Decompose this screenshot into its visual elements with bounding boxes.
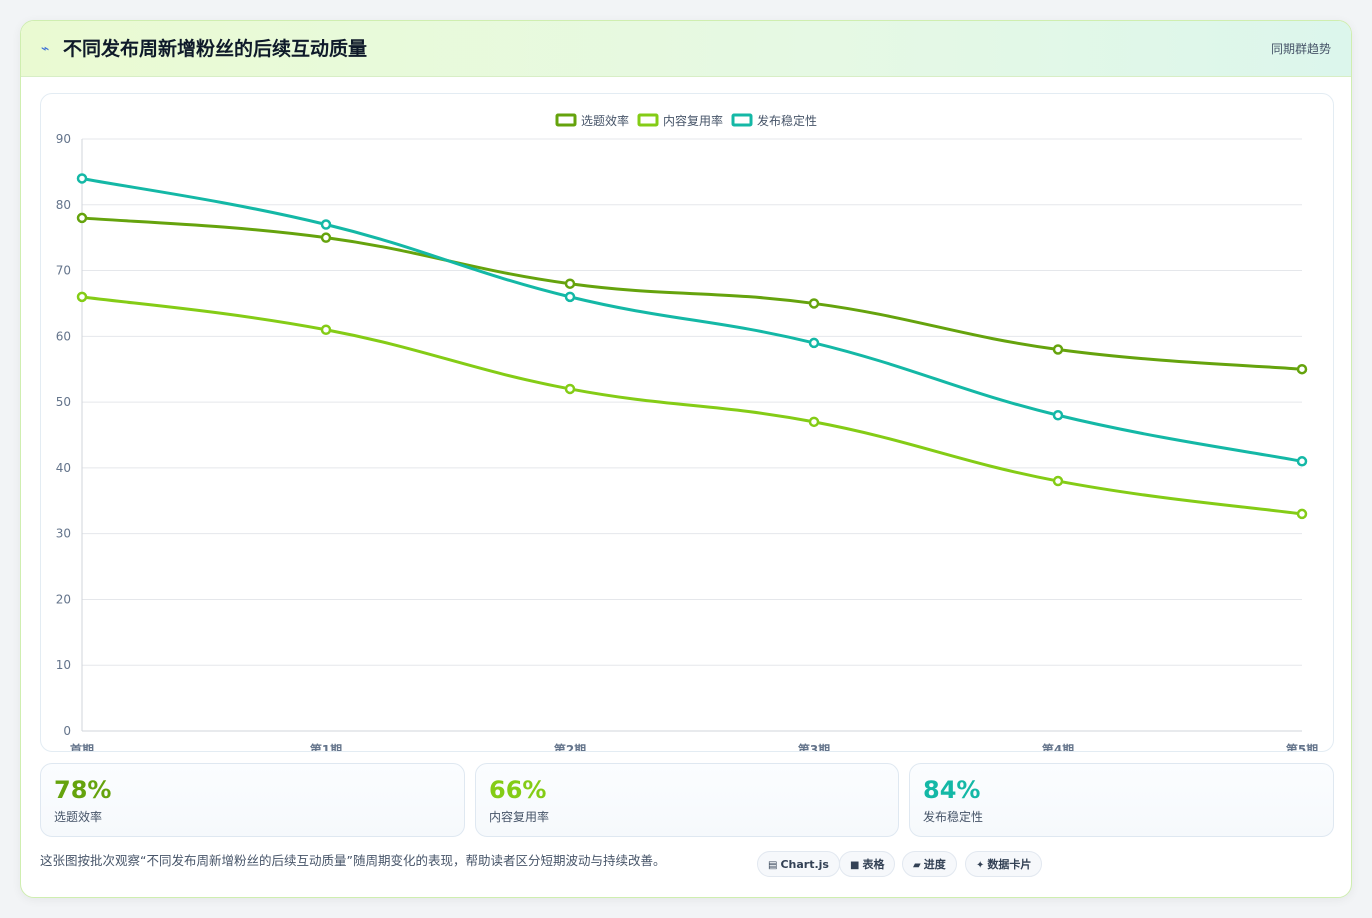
legend-swatch — [637, 113, 659, 127]
legend-label: 选题效率 — [581, 113, 629, 128]
y-tick-label: 10 — [56, 658, 71, 672]
series-line-2 — [80, 295, 1304, 516]
chart-panel: 0 10 20 30 40 50 60 70 80 90 首期 第1期 第2期 第3期 第4期 第5期 选题效率… — [40, 93, 1334, 752]
x-tick-label: 第1期 — [310, 742, 342, 751]
y-tick-label: 20 — [56, 592, 71, 606]
y-tick-label: 60 — [56, 329, 71, 343]
tag-label: Chart.js — [780, 858, 829, 871]
data-point — [1296, 508, 1308, 520]
y-tick-label: 40 — [56, 461, 71, 475]
stat-card-3: 84% 发布稳定性 — [909, 763, 1334, 837]
series-line-1 — [80, 216, 1304, 371]
legend-label: 内容复用率 — [663, 113, 723, 128]
data-point — [564, 291, 576, 303]
stat-label: 选题效率 — [54, 810, 103, 824]
x-tick-label: 第4期 — [1042, 742, 1074, 751]
tag-label: 进度 — [923, 858, 946, 871]
data-point — [808, 298, 820, 309]
data-point — [808, 337, 820, 349]
tag-table[interactable]: ■ 表格 — [839, 851, 896, 877]
stat-label: 发布稳定性 — [923, 810, 984, 824]
y-tick-label: 0 — [63, 724, 71, 738]
tag-data-card[interactable]: ✦ 数据卡片 — [965, 851, 1043, 877]
card-header: ⌁ 不同发布周新增粉丝的后续互动质量 同期群趋势 — [21, 21, 1351, 77]
data-point — [320, 232, 332, 243]
footnote: 这张图按批次观察“不同发布周新增粉丝的后续互动质量”随周期变化的表现，帮助读者区… — [40, 853, 666, 868]
tag-progress[interactable]: ▰ 进度 — [902, 851, 957, 877]
progress-icon: ▰ — [913, 860, 921, 871]
data-point — [1052, 344, 1064, 355]
y-tick-label: 50 — [56, 395, 71, 409]
legend-swatch — [731, 113, 753, 127]
data-point — [808, 416, 820, 428]
y-tick-label: 30 — [56, 527, 71, 541]
stat-card-2: 66% 内容复用率 — [475, 763, 899, 837]
data-point — [564, 278, 576, 289]
stat-value: 66% — [489, 776, 547, 804]
data-point — [76, 291, 88, 303]
tag-label: 表格 — [862, 858, 885, 871]
legend-label: 发布稳定性 — [757, 113, 817, 128]
chart-icon: ▤ — [768, 860, 778, 871]
stat-value: 84% — [923, 776, 981, 804]
y-tick-label: 70 — [56, 264, 71, 278]
data-point — [320, 219, 332, 230]
data-point — [1052, 410, 1064, 421]
tag-label: 数据卡片 — [987, 858, 1032, 871]
x-tick-label: 第2期 — [554, 742, 586, 751]
x-tick-label: 首期 — [70, 742, 94, 751]
header-subtitle-label: 同期群趋势 — [1270, 42, 1331, 56]
data-point — [1296, 456, 1308, 467]
chart-trend-icon: ⌁ — [41, 41, 50, 57]
data-point — [564, 383, 576, 395]
data-point — [76, 173, 88, 184]
stat-value: 78% — [54, 776, 112, 804]
y-tick-label: 80 — [56, 198, 71, 212]
data-point — [1296, 363, 1308, 375]
data-point — [76, 212, 88, 224]
tag-chartjs[interactable]: ▤ Chart.js — [757, 851, 840, 877]
x-tick-label: 第3期 — [798, 742, 830, 751]
legend-swatch — [555, 113, 577, 127]
page-title: 不同发布周新增粉丝的后续互动质量 — [63, 38, 368, 60]
chart-card: ⌁ 不同发布周新增粉丝的后续互动质量 同期群趋势 0 10 20 30 40 50 60 70… — [20, 20, 1352, 898]
stat-card-1: 78% 选题效率 — [40, 763, 465, 837]
data-point — [320, 324, 332, 336]
stat-label: 内容复用率 — [489, 810, 550, 824]
card-icon: ✦ — [976, 860, 985, 871]
y-tick-label: 90 — [56, 132, 71, 146]
table-icon: ■ — [850, 860, 860, 871]
line-chart: 0 10 20 30 40 50 60 70 80 90 首期 第1期 第2期 第3期 第4期 第5期 选题效率… — [56, 113, 1318, 751]
data-point — [1052, 475, 1064, 487]
series-line-3 — [80, 176, 1304, 463]
x-tick-label: 第5期 — [1286, 742, 1318, 751]
